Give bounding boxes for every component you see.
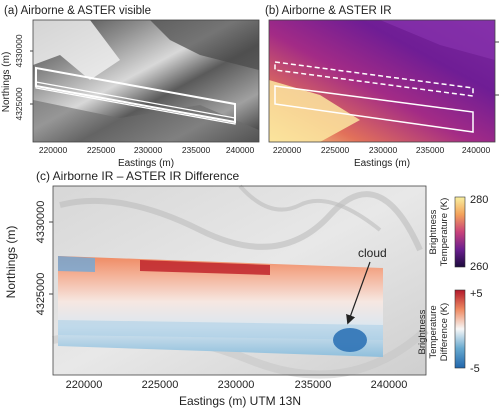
temperature-colorbar-max: 280 (470, 194, 488, 206)
panel-c-cloud-label: cloud (358, 246, 387, 260)
panel-c-cloud-patch (333, 328, 367, 352)
panel-c-cloud-arrow (346, 261, 371, 325)
panel-a-xtick-220000: 220000 (39, 145, 68, 155)
panel-b-xtick-220000: 220000 (273, 145, 302, 155)
panel-c-xtick-225000: 225000 (142, 379, 179, 391)
panel-c-ytick-4325000: 4325000 (35, 273, 47, 316)
temperature-colorbar-min: 260 (470, 261, 488, 273)
panel-c-xticks: 220000 225000 230000 235000 240000 (66, 379, 408, 391)
panel-a-xtick-230000: 230000 (134, 145, 163, 155)
panel-b-xtick-230000: 230000 (369, 145, 398, 155)
difference-colorbar-label-2: Temperature (428, 305, 439, 358)
panel-b-aster-outline (274, 61, 474, 97)
panel-a-ytick-4325000: 4325000 (14, 87, 24, 120)
panel-a-xtick-225000: 225000 (87, 145, 116, 155)
panel-c-ytick-4330000: 4330000 (35, 201, 47, 244)
panel-a-xticks: 220000 225000 230000 235000 240000 (39, 145, 255, 155)
panel-a-image (32, 19, 260, 143)
panel-b-title: (b) Airborne & ASTER IR (265, 5, 392, 17)
panel-a-xtick-240000: 240000 (226, 145, 255, 155)
panel-a-yticks: 4330000 4325000 (14, 34, 33, 121)
panel-c-ylabel: Northings (m) (4, 226, 18, 299)
difference-colorbar-min: -5 (470, 363, 480, 375)
panel-b-xlabel: Eastings (m) (354, 158, 410, 169)
panel-c-xtick-220000: 220000 (66, 379, 103, 391)
panel-b-airborne-outline (274, 85, 474, 133)
panel-a-ylabel: Northings (m) (1, 52, 12, 113)
panel-b-xtick-235000: 235000 (416, 145, 445, 155)
panel-c-xtick-240000: 240000 (371, 379, 408, 391)
temperature-colorbar: 280 260 Brightness Temperature (K) (428, 194, 488, 273)
difference-colorbar: +5 -5 Brightness Temperature Difference … (417, 288, 483, 375)
panel-b-xtick-225000: 225000 (321, 145, 350, 155)
panel-a-xlabel: Eastings (m) (118, 158, 174, 169)
panel-b-image (268, 19, 499, 143)
difference-colorbar-max: +5 (470, 288, 483, 300)
panel-c-xtick-235000: 235000 (295, 379, 332, 391)
panel-a-xtick-235000: 235000 (182, 145, 211, 155)
panel-c-xtick-230000: 230000 (218, 379, 255, 391)
difference-colorbar-label-3: Difference (K) (439, 303, 450, 361)
panel-c-warm-band (140, 260, 270, 275)
panel-c-image (52, 184, 429, 379)
panel-c-title: (c) Airborne IR – ASTER IR Difference (36, 169, 240, 183)
panel-a-ytick-4330000: 4330000 (14, 34, 24, 67)
difference-colorbar-label-1: Brightness (417, 309, 428, 354)
temperature-colorbar-label-2: Temperature (K) (439, 198, 450, 267)
panel-b-xtick-240000: 240000 (462, 145, 491, 155)
panel-c-yticks: 4330000 4325000 (35, 201, 53, 316)
panel-b-xticks: 220000 225000 230000 235000 240000 (273, 145, 491, 155)
panel-a-title: (a) Airborne & ASTER visible (4, 5, 151, 17)
temperature-colorbar-label-1: Brightness (428, 209, 439, 254)
panel-c-xlabel: Eastings (m) UTM 13N (179, 394, 301, 408)
